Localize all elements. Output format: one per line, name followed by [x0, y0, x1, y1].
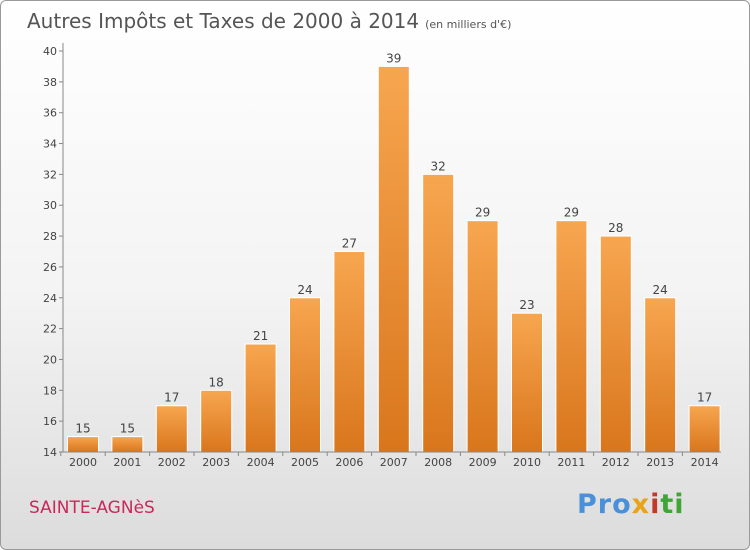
bar-2010 — [511, 312, 543, 453]
data-label-2007: 39 — [386, 51, 401, 65]
y-tick-label: 22 — [43, 323, 57, 336]
bar-2007 — [377, 65, 410, 453]
bar-2001 — [111, 436, 144, 453]
data-label-2009: 29 — [475, 206, 490, 220]
x-tick-label-2004: 2004 — [247, 456, 275, 469]
chart-title: Autres Impôts et Taxes de 2000 à 2014 (en… — [27, 9, 511, 33]
bar-2009 — [466, 220, 499, 453]
data-label-2004: 21 — [253, 329, 268, 343]
x-tick-label-2010: 2010 — [513, 456, 541, 469]
data-label-2010: 23 — [519, 298, 534, 312]
x-tick-label-2001: 2001 — [113, 456, 141, 469]
x-tick-label-2000: 2000 — [69, 456, 97, 469]
x-tick-label-2005: 2005 — [291, 456, 319, 469]
bar-2000 — [67, 436, 99, 453]
y-tick-label: 38 — [43, 76, 57, 89]
bar-2013 — [644, 297, 677, 453]
bar-2002 — [155, 405, 188, 453]
data-label-2013: 24 — [653, 283, 668, 297]
y-tick-label: 40 — [43, 45, 57, 58]
y-tick-label: 28 — [43, 230, 57, 243]
y-tick-label: 30 — [43, 199, 57, 212]
y-tick-label: 16 — [43, 415, 57, 428]
x-tick-label-2013: 2013 — [646, 456, 674, 469]
x-tick-label-2009: 2009 — [469, 456, 497, 469]
y-tick-label: 32 — [43, 168, 57, 181]
y-axis: 14 16 18 20 22 24 26 28 30 32 34 36 38 40 — [43, 43, 64, 459]
bar-2012 — [599, 235, 632, 453]
bar-2014 — [688, 405, 721, 453]
y-tick-label: 18 — [43, 384, 57, 397]
x-tick-label-2008: 2008 — [424, 456, 452, 469]
x-tick-label-2007: 2007 — [380, 456, 408, 469]
bar-2004 — [244, 343, 277, 453]
y-tick-label: 14 — [43, 446, 57, 459]
y-tick-label: 34 — [43, 138, 57, 151]
x-tick-label-2006: 2006 — [335, 456, 363, 469]
city-name: SAINTE-AGNèS — [29, 498, 155, 518]
data-label-2011: 29 — [564, 206, 579, 220]
bar-2003 — [200, 389, 233, 453]
y-tick-label: 24 — [43, 292, 57, 305]
x-tick-label-2012: 2012 — [602, 456, 630, 469]
bar-2005 — [289, 297, 321, 453]
bar-2008 — [422, 173, 455, 453]
data-label-2001: 15 — [120, 422, 135, 436]
data-label-2000: 15 — [75, 422, 90, 436]
y-tick-label: 26 — [43, 261, 57, 274]
x-tick-label-2014: 2014 — [691, 456, 719, 469]
data-label-2014: 17 — [697, 391, 712, 405]
data-label-2006: 27 — [342, 237, 357, 251]
y-tick-label: 36 — [43, 107, 57, 120]
bar-2011 — [555, 220, 588, 453]
data-label-2005: 24 — [297, 283, 312, 297]
x-axis: 2000 2001 2002 2003 2004 2005 2006 2007 2008 2009… — [60, 451, 721, 469]
x-tick-label-2003: 2003 — [202, 456, 230, 469]
x-tick-label-2011: 2011 — [557, 456, 585, 469]
data-label-2012: 28 — [608, 221, 623, 235]
x-tick-label-2002: 2002 — [158, 456, 186, 469]
proxiti-logo[interactable]: Proxiti — [577, 489, 685, 520]
bar-2006 — [333, 251, 366, 453]
chart-unit: (en milliers d'€) — [425, 18, 512, 31]
data-label-2003: 18 — [209, 375, 224, 389]
data-label-2008: 32 — [431, 159, 446, 173]
data-label-2002: 17 — [164, 391, 179, 405]
y-tick-label: 20 — [43, 353, 57, 366]
bars-group: 15 15 17 18 21 24 27 39 32 29 23 29 28 24 17 — [67, 51, 721, 453]
chart-title-text: Autres Impôts et Taxes de 2000 à 2014 — [27, 9, 420, 33]
